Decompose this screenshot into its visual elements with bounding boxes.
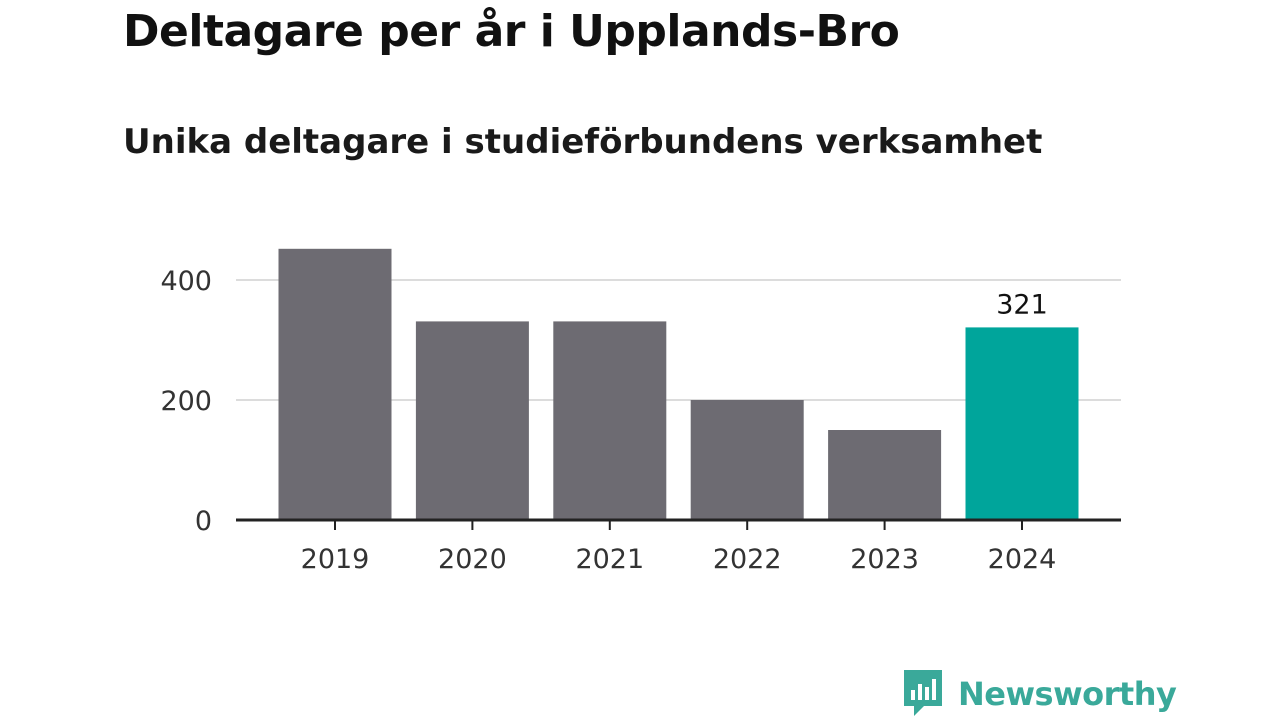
- chart-title: Deltagare per år i Upplands-Bro: [123, 6, 900, 57]
- bar-2022: [690, 400, 804, 520]
- brand-name: Newsworthy: [958, 675, 1177, 713]
- x-tick-label-2022: 2022: [713, 544, 782, 575]
- x-tick-label-2021: 2021: [575, 544, 644, 575]
- chart-subtitle: Unika deltagare i studieförbundens verks…: [123, 122, 1043, 162]
- bar-2019: [278, 248, 392, 521]
- x-tick-label-2024: 2024: [988, 544, 1057, 575]
- bar-chart: 0 200 400 2019 2020 2021 2022 2023 2024 321: [160, 248, 1121, 575]
- y-tick-label-200: 200: [160, 386, 212, 417]
- bar-2023: [828, 430, 942, 520]
- brand-logo: Newsworthy: [902, 670, 1177, 718]
- y-tick-label-0: 0: [195, 506, 212, 537]
- newsworthy-logo-icon: [904, 670, 942, 716]
- y-tick-label-400: 400: [160, 266, 212, 297]
- x-tick-label-2023: 2023: [850, 544, 919, 575]
- x-tick-label-2020: 2020: [438, 544, 507, 575]
- x-tick-label-2019: 2019: [301, 544, 370, 575]
- bar-2020: [415, 321, 529, 520]
- data-label-2024: 321: [996, 289, 1048, 320]
- bar-2021: [553, 321, 667, 520]
- bar-2024: [965, 327, 1079, 520]
